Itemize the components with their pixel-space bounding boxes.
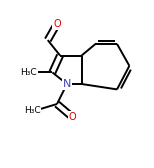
Text: O: O (69, 112, 76, 122)
Text: N: N (63, 79, 71, 89)
Text: O: O (53, 19, 61, 29)
Text: H₃C: H₃C (20, 68, 37, 77)
Text: H₃C: H₃C (24, 107, 41, 115)
